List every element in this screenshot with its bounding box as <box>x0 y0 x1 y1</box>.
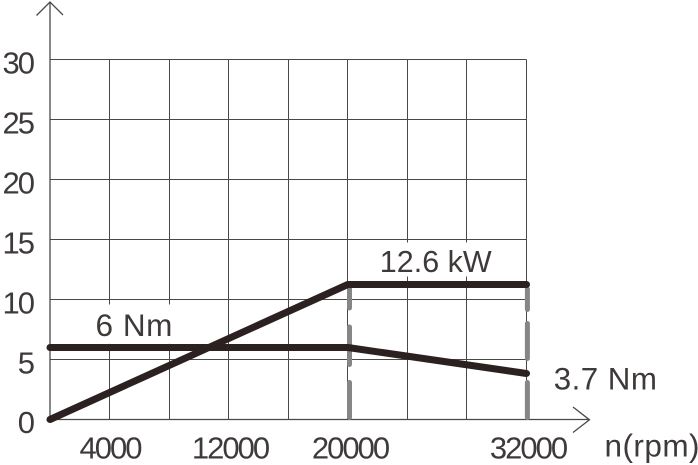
svg-text:6 Nm: 6 Nm <box>96 307 173 343</box>
svg-text:12.6 kW: 12.6 kW <box>380 245 492 279</box>
svg-text:20000: 20000 <box>312 430 390 465</box>
svg-text:20: 20 <box>3 166 35 201</box>
svg-text:3.7 Nm: 3.7 Nm <box>554 361 658 396</box>
svg-text:4000: 4000 <box>80 430 143 465</box>
svg-text:30: 30 <box>3 46 35 81</box>
svg-text:12000: 12000 <box>192 430 270 465</box>
svg-text:25: 25 <box>3 106 34 141</box>
svg-text:15: 15 <box>3 226 34 261</box>
svg-text:5: 5 <box>18 345 34 380</box>
svg-text:0: 0 <box>18 405 35 440</box>
svg-text:10: 10 <box>3 285 35 320</box>
svg-text:n(rpm): n(rpm) <box>605 428 698 464</box>
svg-text:32000: 32000 <box>490 430 568 465</box>
